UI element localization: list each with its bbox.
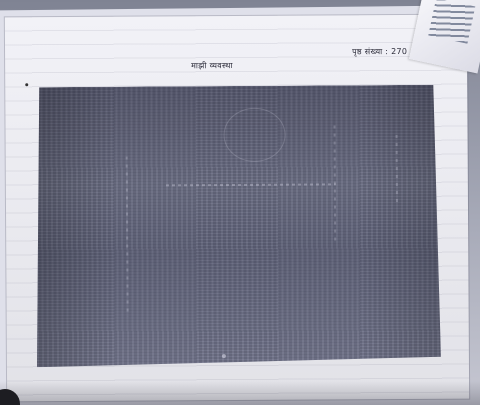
- faint-text-line: [166, 183, 336, 186]
- faint-dot-mark: [222, 354, 226, 358]
- printed-dark-area: [35, 85, 445, 367]
- bottom-shadow: [0, 381, 480, 405]
- faint-column-mark: [396, 135, 398, 205]
- faint-column-mark: [333, 125, 336, 245]
- dark-corner-object: [0, 389, 20, 405]
- page-dot-mark: [25, 83, 29, 87]
- faint-circle-mark: [223, 108, 285, 162]
- page-header-title: माझी व्यवस्था: [191, 61, 233, 71]
- faint-column-mark: [126, 157, 129, 317]
- page-number-label: पृष्ठ संख्या : 270: [352, 46, 408, 57]
- photocopied-page: माझी व्यवस्था पृष्ठ संख्या : 270: [4, 14, 470, 402]
